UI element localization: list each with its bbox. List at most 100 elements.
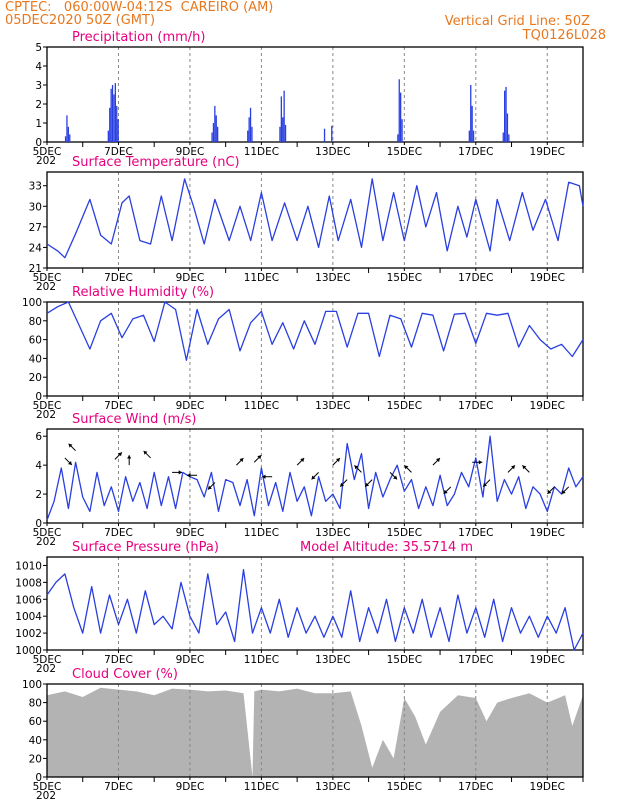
wind-vector-head xyxy=(478,460,483,465)
y-tick-label: 0 xyxy=(35,772,42,784)
precip-bar xyxy=(247,130,249,142)
x-tick-label: 7DEC xyxy=(104,146,133,158)
precip-bar xyxy=(323,128,326,142)
y-tick-label: 2 xyxy=(35,489,42,501)
x-tick-label: 15DEC xyxy=(387,146,422,158)
header-date: 05DEC2020 50Z (GMT) xyxy=(5,13,156,28)
x-year-stub: 202 xyxy=(36,790,56,800)
series-line xyxy=(46,435,584,521)
wind-vector-head xyxy=(522,465,527,470)
precip-bar xyxy=(279,126,281,142)
precip-bar xyxy=(468,130,470,142)
x-tick-label: 13DEC xyxy=(315,781,350,793)
wind-vector-head xyxy=(443,489,448,494)
precip-bar xyxy=(248,117,250,142)
x-tick-label: 15DEC xyxy=(387,272,422,284)
chart-panel-3: 0 2 4 6 5DEC 7DEC 9DEC 11DEC 13DEC 15DEC 17DEC 19DE… xyxy=(33,412,584,548)
precip-bar xyxy=(67,126,69,142)
x-tick-label: 9DEC xyxy=(176,781,205,793)
precip-bar xyxy=(109,107,111,142)
precip-bar xyxy=(331,125,333,142)
precip-bar xyxy=(69,134,71,142)
y-tick-label: 60 xyxy=(29,716,42,728)
y-tick-label: 1 xyxy=(35,118,42,130)
x-tick-label: 15DEC xyxy=(387,654,422,666)
precip-bar xyxy=(214,105,216,142)
y-tick-label: 30 xyxy=(29,201,42,213)
panel-title: Cloud Cover (%) xyxy=(72,667,178,682)
x-tick-label: 5DEC xyxy=(33,654,62,666)
wind-vector-head xyxy=(511,465,515,470)
x-tick-label: 11DEC xyxy=(244,654,279,666)
y-tick-label: 2 xyxy=(35,99,42,111)
y-tick-label: 21 xyxy=(29,263,42,275)
x-tick-label: 19DEC xyxy=(530,527,565,539)
wind-vector-head xyxy=(311,475,316,480)
x-tick-label: 11DEC xyxy=(244,400,279,412)
wind-vector-head xyxy=(127,455,132,459)
precip-bar xyxy=(508,134,510,142)
precip-bar xyxy=(398,79,400,142)
plot-frame xyxy=(46,46,584,143)
y-tick-label: 5 xyxy=(35,42,42,54)
wind-vector-head xyxy=(187,473,191,478)
x-tick-label: 17DEC xyxy=(458,781,493,793)
wind-vector-head xyxy=(365,482,370,487)
y-tick-label: 80 xyxy=(29,316,42,328)
x-tick-label: 13DEC xyxy=(315,654,350,666)
y-tick-label: 1002 xyxy=(15,628,42,640)
precip-bar xyxy=(470,85,472,142)
x-tick-label: 5DEC xyxy=(33,400,62,412)
x-tick-label: 15DEC xyxy=(387,527,422,539)
chart-panel-2: 0 20 40 60 80 100 5DEC 7DEC 9DEC 11DEC 13DEC 15DEC 1… xyxy=(22,285,584,421)
plot-frame xyxy=(46,683,584,778)
wind-vector-head xyxy=(257,455,262,460)
chart-panel-1: 21 24 27 30 33 5DEC 7DEC 9DEC 11DEC 13DEC 15DEC 17D… xyxy=(29,155,584,293)
wind-vector-head xyxy=(404,465,409,470)
y-tick-label: 1000 xyxy=(15,645,42,657)
x-tick-label: 19DEC xyxy=(530,272,565,284)
precip-bar xyxy=(506,113,509,142)
wind-vector-head xyxy=(483,482,487,487)
x-tick-label: 13DEC xyxy=(315,400,350,412)
y-tick-label: 0 xyxy=(35,518,42,530)
header-station: CPTEC: 060:00W-04:12S CAREIRO (AM) xyxy=(5,0,274,15)
x-tick-label: 5DEC xyxy=(33,272,62,284)
y-tick-label: 20 xyxy=(29,753,42,765)
y-tick-label: 4 xyxy=(35,460,42,472)
x-tick-label: 9DEC xyxy=(176,654,205,666)
x-year-stub: 202 xyxy=(36,663,56,675)
wind-vector-head xyxy=(262,474,266,479)
x-year-stub: 202 xyxy=(36,155,56,167)
x-tick-label: 9DEC xyxy=(176,146,205,158)
wind-vector-head xyxy=(336,458,340,463)
x-year-stub: 202 xyxy=(36,409,56,421)
wind-vector-head xyxy=(118,452,122,457)
x-tick-label: 9DEC xyxy=(176,527,205,539)
precip-bar xyxy=(283,90,285,142)
precip-bar xyxy=(282,117,284,142)
precip-bar xyxy=(401,119,403,142)
x-tick-label: 5DEC xyxy=(33,146,62,158)
wind-vector-head xyxy=(354,465,359,470)
x-tick-label: 19DEC xyxy=(530,400,565,412)
wind-vector-head xyxy=(143,450,148,455)
wind-vector-head xyxy=(239,458,244,463)
x-tick-label: 11DEC xyxy=(244,146,279,158)
x-tick-label: 11DEC xyxy=(244,781,279,793)
x-tick-label: 11DEC xyxy=(244,272,279,284)
precip-bar xyxy=(66,115,68,142)
precip-bar xyxy=(280,96,282,142)
series-line xyxy=(46,301,584,361)
precip-bar xyxy=(107,130,109,142)
y-tick-label: 0 xyxy=(35,391,42,403)
precip-bar xyxy=(471,105,473,142)
wind-vector-head xyxy=(300,458,305,463)
y-tick-label: 40 xyxy=(29,735,42,747)
y-tick-label: 1010 xyxy=(15,560,42,572)
y-tick-label: 33 xyxy=(29,181,42,193)
chart-panel-4: 1000 1002 1004 1006 1008 1010 5DEC 7DEC 9DEC 11DE… xyxy=(15,540,584,675)
x-tick-label: 9DEC xyxy=(176,400,205,412)
header-model-id: TQ0126L028 xyxy=(522,28,606,43)
y-tick-label: 3 xyxy=(35,80,42,92)
